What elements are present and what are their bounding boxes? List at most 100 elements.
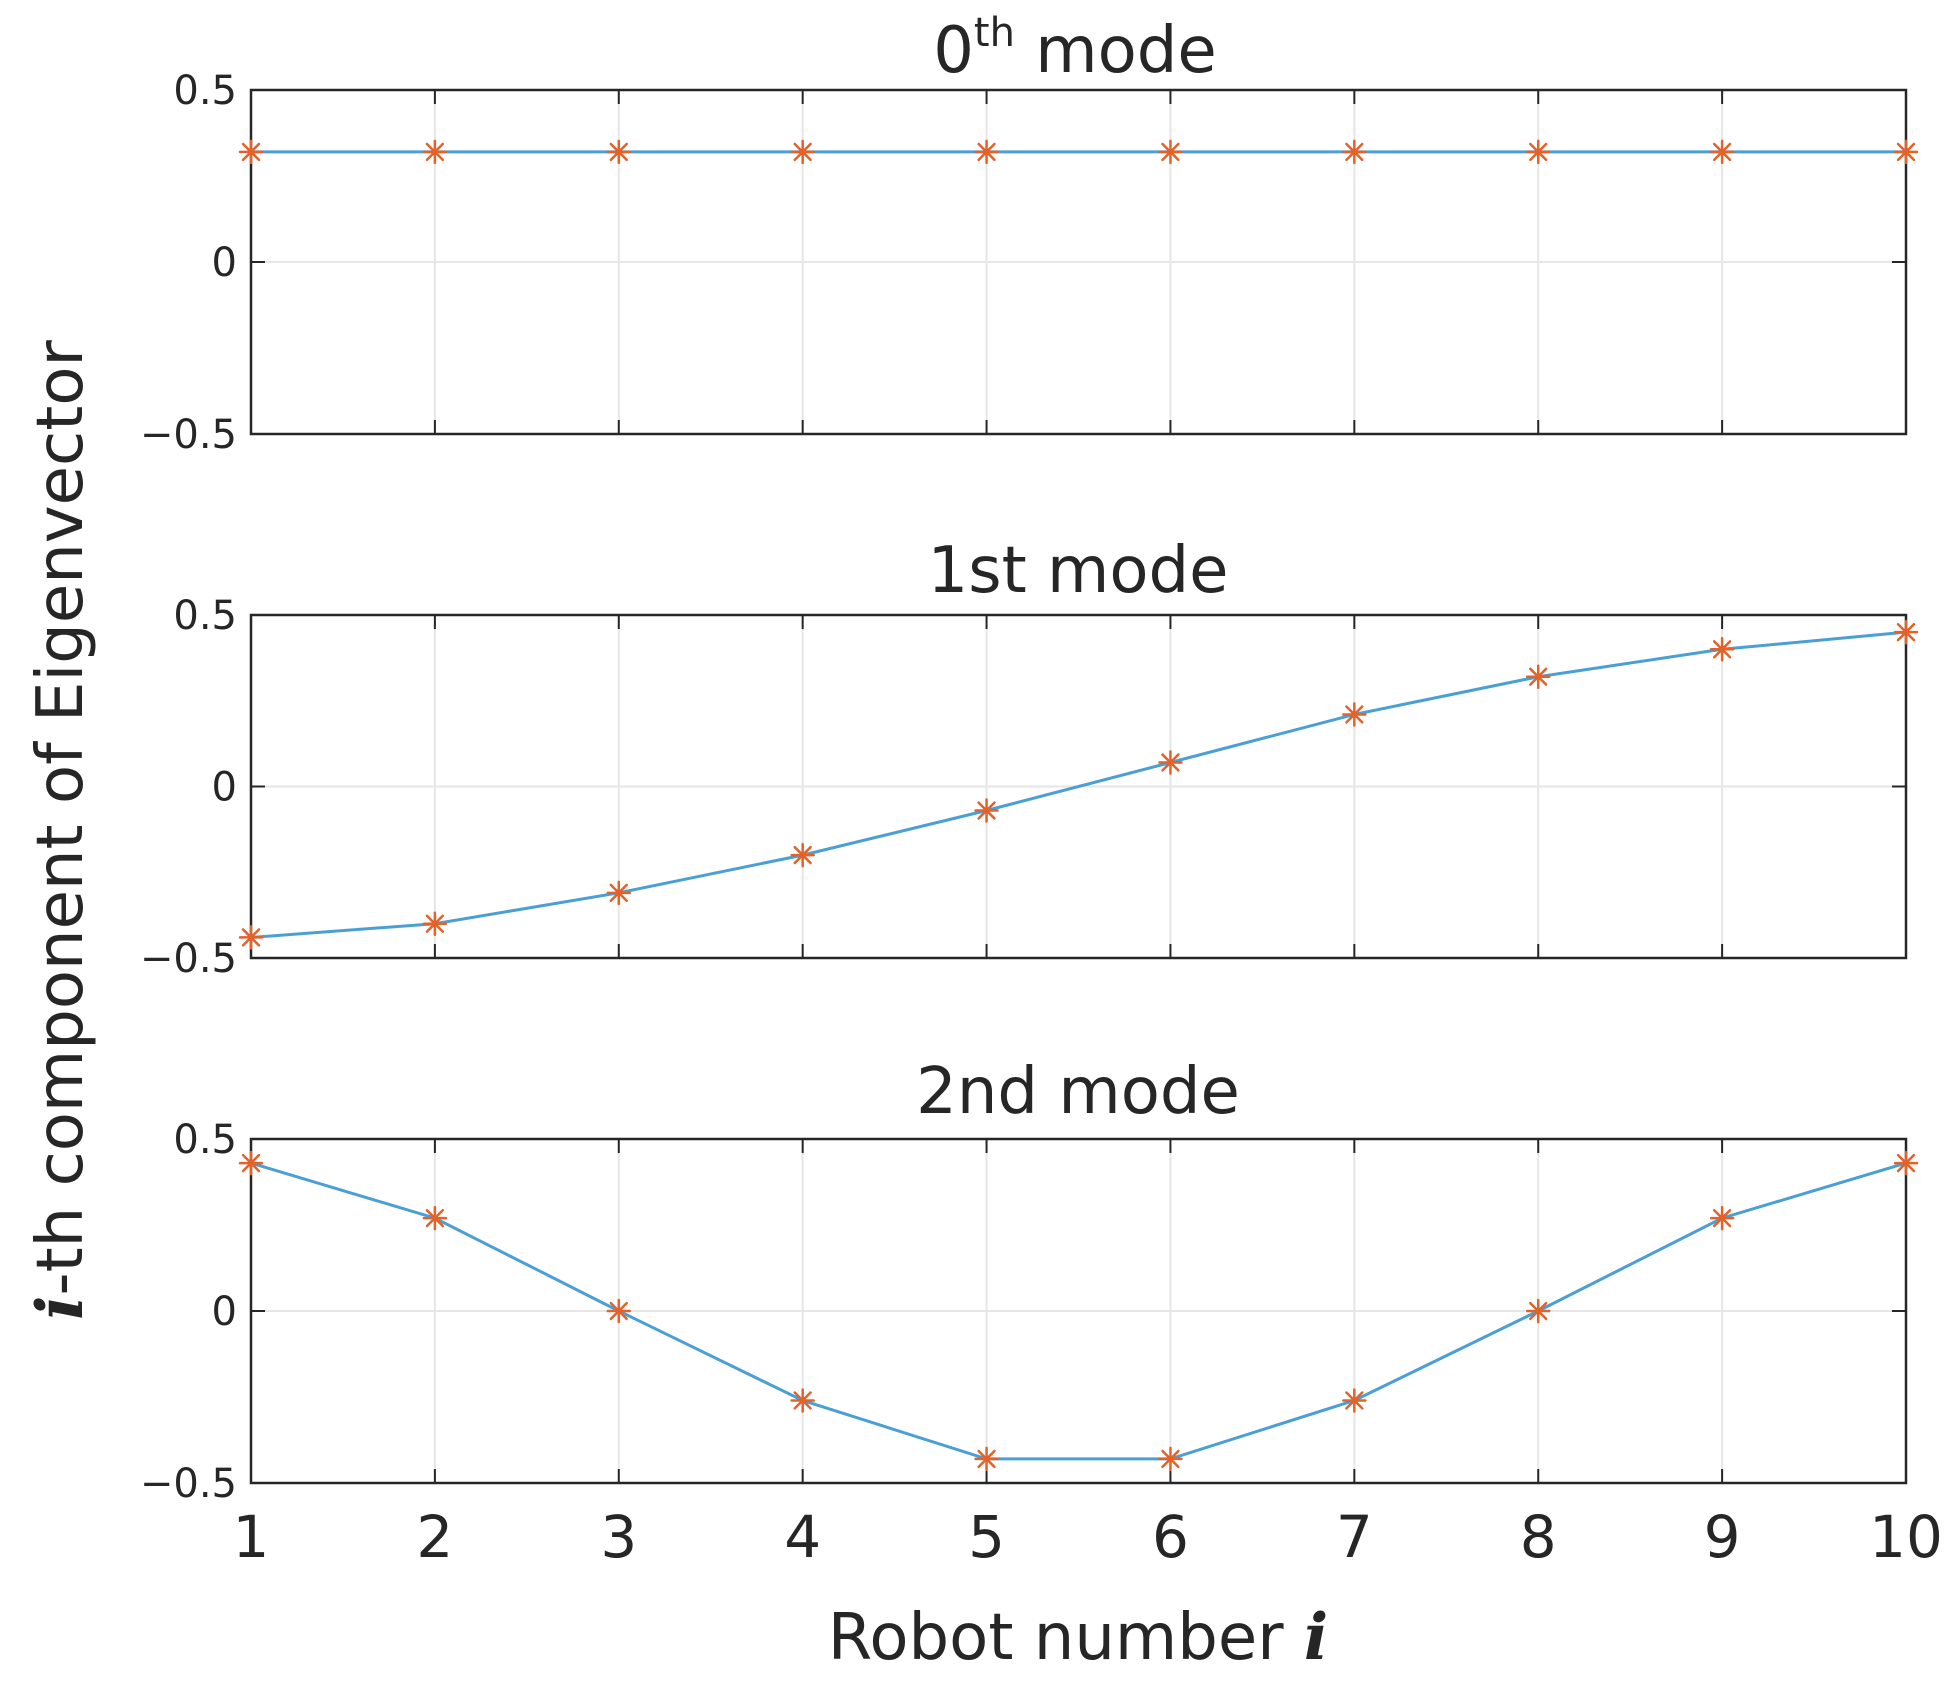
subplot-2-data-point bbox=[1525, 664, 1551, 689]
subplot-2-series-line bbox=[250, 630, 1907, 939]
subplot-1-data-point bbox=[606, 139, 632, 165]
subplot-2-ytick-label: 0.5 bbox=[173, 593, 237, 639]
subplot-1-data-point bbox=[1342, 139, 1367, 165]
subplot-1-data-point bbox=[422, 139, 448, 165]
data-point-arm bbox=[1345, 705, 1364, 724]
data-point-arm bbox=[609, 1301, 628, 1321]
data-point-arm bbox=[1529, 1301, 1548, 1321]
subplot-3-xtick-label: 2 bbox=[416, 1503, 453, 1571]
subplot-3-xtick-label: 7 bbox=[1336, 1503, 1373, 1571]
data-point-arm bbox=[1896, 142, 1916, 162]
subplot-2-data-point bbox=[238, 925, 264, 950]
data-point-arm bbox=[1529, 667, 1548, 686]
subplot-3-xtick-label: 5 bbox=[968, 1503, 1005, 1571]
subplot-2: 0.5 0 −0.5 bbox=[140, 593, 1919, 982]
data-point-arm bbox=[977, 801, 996, 820]
data-point-arm bbox=[1345, 1391, 1364, 1410]
plots: 0.50−0.50.50−0.50.50−0.51 2 3 4 5 6 7 8 9 10 bbox=[140, 68, 1943, 1571]
subplot-3-data-point bbox=[1158, 1446, 1183, 1472]
data-point-arm bbox=[241, 928, 261, 947]
data-point-arm bbox=[1161, 753, 1180, 772]
subplot-3-xtick-label: 10 bbox=[1869, 1503, 1943, 1571]
subplot-3-xtick-label: 3 bbox=[600, 1503, 637, 1571]
x-axis-label-text: Robot number bbox=[828, 1601, 1304, 1675]
subplot-2-title: 1st mode bbox=[928, 534, 1229, 608]
data-point-arm bbox=[1529, 142, 1548, 162]
subplot-1-ytick-label: 0.5 bbox=[173, 68, 237, 114]
subplot-3-data-point bbox=[790, 1388, 815, 1413]
data-point-arm bbox=[1161, 1449, 1180, 1469]
data-point-arm bbox=[793, 142, 812, 162]
subplot-3-data-point bbox=[1342, 1388, 1367, 1413]
subplot-1-data-point bbox=[1525, 139, 1551, 165]
subplot-3-xtick-label: 1 bbox=[233, 1503, 270, 1571]
subplot-2-ytick-label: −0.5 bbox=[140, 936, 237, 982]
data-point-arm bbox=[609, 883, 628, 902]
subplot-1-ytick-label: −0.5 bbox=[140, 412, 237, 458]
x-axis-label-var: i bbox=[1304, 1600, 1328, 1675]
subplot-3-data-point bbox=[606, 1298, 632, 1324]
y-axis-label: i-th component of Eigenvector bbox=[23, 340, 98, 1320]
data-point-arm bbox=[1161, 142, 1180, 162]
subplot-2-axes-box bbox=[249, 613, 1908, 960]
subplot-3-title: 2nd mode bbox=[916, 1055, 1240, 1129]
subplot-3-data-point bbox=[974, 1446, 999, 1472]
subplot-2-data-point bbox=[1709, 637, 1735, 662]
data-point-arm bbox=[793, 1391, 812, 1410]
y-axis-label-text: -th component of Eigenvector bbox=[24, 340, 98, 1296]
subplot-3-xtick-label: 8 bbox=[1520, 1503, 1557, 1571]
subplot-3: 0.5 0 −0.51 2 3 4 5 6 7 8 9 10 bbox=[140, 1117, 1943, 1571]
data-point-arm bbox=[977, 142, 996, 162]
subplot-1-data-point bbox=[1158, 139, 1183, 165]
subplot-3-xtick-label: 9 bbox=[1704, 1503, 1741, 1571]
subplot-2-data-point bbox=[974, 798, 999, 823]
data-point-arm bbox=[241, 142, 261, 162]
subplot-3-series-line bbox=[250, 1161, 1907, 1461]
subplot-3-data-point bbox=[422, 1205, 448, 1231]
subplot-2-data-point bbox=[1158, 750, 1183, 775]
subplot-1-data-point bbox=[1709, 139, 1735, 165]
data-point-arm bbox=[1896, 622, 1916, 642]
subplot-1-data-point bbox=[790, 139, 815, 165]
subplot-1-data-point bbox=[974, 139, 999, 165]
subplot-3-data-point bbox=[238, 1150, 264, 1176]
x-axis-label: Robot number i bbox=[828, 1600, 1328, 1675]
subplot-2-data-point bbox=[1342, 702, 1367, 727]
subplot-2-ytick-label: 0 bbox=[212, 765, 237, 811]
subplot-3-xtick-label: 4 bbox=[784, 1503, 821, 1571]
subplot-2-data-point bbox=[1893, 619, 1919, 645]
subplot-1-title-number: 0 bbox=[933, 14, 974, 88]
data-point-arm bbox=[425, 142, 445, 162]
subplot-2-data-point bbox=[422, 911, 448, 936]
y-axis-label-var: i bbox=[23, 1296, 98, 1320]
data-point-arm bbox=[609, 142, 628, 162]
subplot-3-axes-box bbox=[249, 1137, 1908, 1485]
subplot-1-title: 0th mode bbox=[933, 10, 1217, 88]
data-point-arm bbox=[425, 914, 445, 933]
subplot-3-data-point bbox=[1525, 1298, 1551, 1324]
data-point-arm bbox=[1712, 1208, 1732, 1228]
subplot-1-title-suffix: mode bbox=[1015, 14, 1217, 88]
data-point-arm bbox=[1896, 1153, 1916, 1173]
subplot-1: 0.5 0 −0.5 bbox=[140, 68, 1919, 458]
data-point-arm bbox=[977, 1449, 996, 1469]
data-point-arm bbox=[793, 845, 812, 865]
subplot-1-ytick-label: 0 bbox=[212, 240, 237, 286]
data-point-arm bbox=[1712, 640, 1732, 659]
data-point-arm bbox=[425, 1208, 445, 1228]
subplot-3-xtick-label: 6 bbox=[1152, 1503, 1189, 1571]
subplot-3-data-point bbox=[1893, 1150, 1919, 1176]
subplot-1-data-point bbox=[238, 139, 264, 165]
subplot-2-data-point bbox=[790, 842, 815, 868]
subplot-1-data-point bbox=[1893, 139, 1919, 165]
subplot-1-title-superscript: th bbox=[974, 10, 1015, 56]
subplot-2-data-point bbox=[606, 880, 632, 906]
data-point-arm bbox=[241, 1153, 261, 1173]
subplot-3-ytick-label: −0.5 bbox=[140, 1461, 237, 1507]
data-point-arm bbox=[1712, 142, 1732, 162]
data-point-arm bbox=[1345, 142, 1364, 162]
subplot-3-ytick-label: 0 bbox=[212, 1289, 237, 1335]
subplot-1-axes-box bbox=[249, 88, 1908, 436]
subplot-3-ytick-label: 0.5 bbox=[173, 1117, 237, 1163]
